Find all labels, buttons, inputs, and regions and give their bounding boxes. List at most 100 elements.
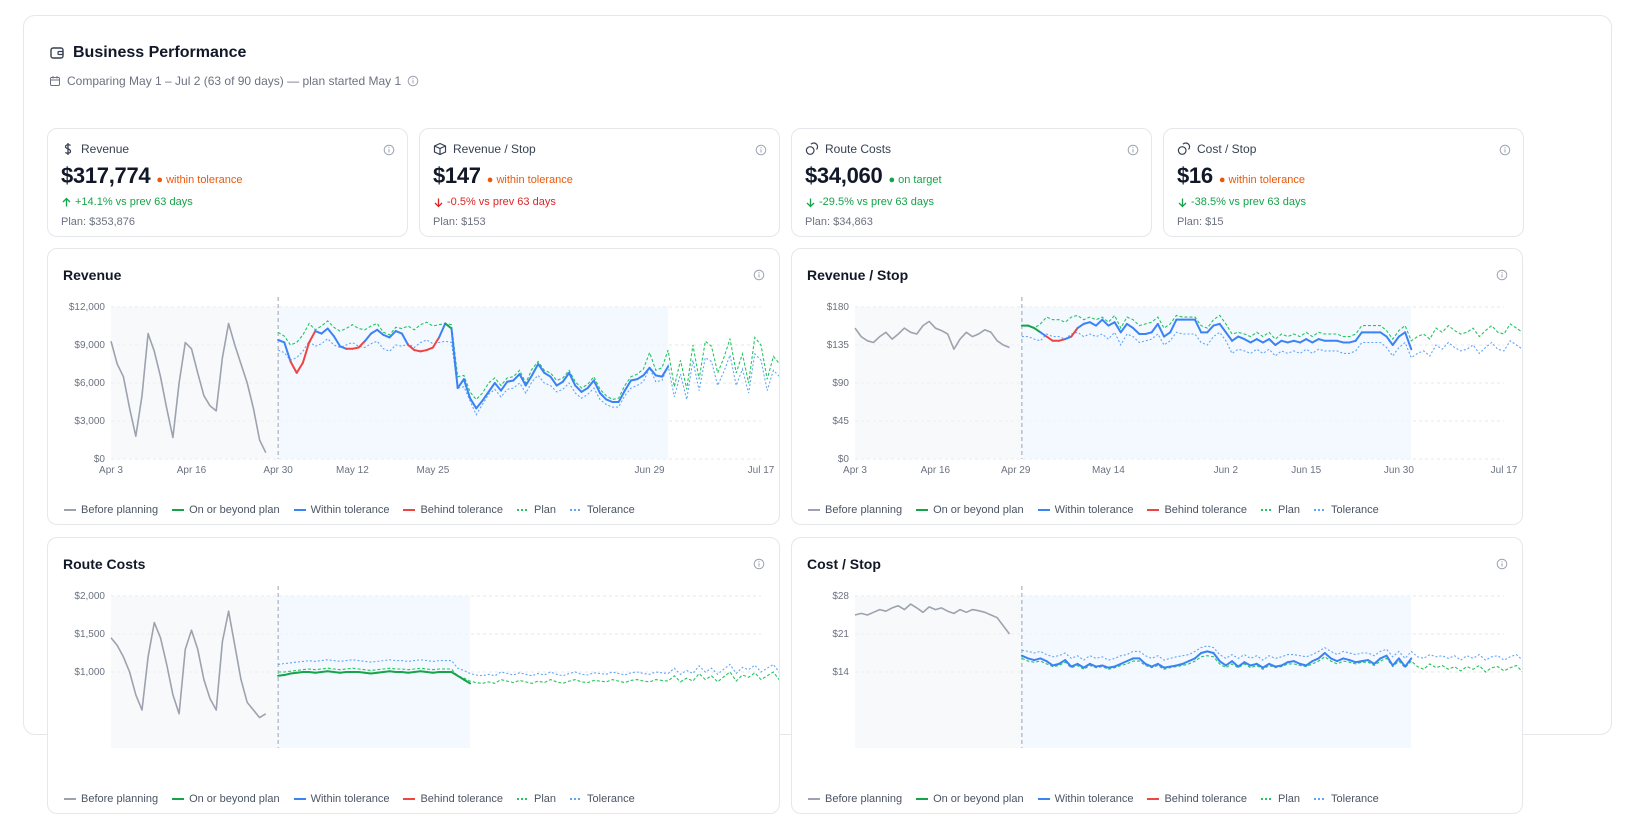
legend-item[interactable]: Plan [1261, 504, 1300, 516]
legend-item[interactable]: Behind tolerance [1147, 504, 1247, 516]
x-tick-label: May 25 [417, 465, 450, 476]
kpi-label: Revenue [81, 142, 130, 156]
x-tick-label: Apr 3 [99, 465, 123, 476]
legend-swatch [1037, 509, 1050, 511]
legend-item[interactable]: Before planning [64, 793, 158, 805]
y-tick-label: $14 [832, 667, 849, 678]
series-actual-segment [1243, 661, 1252, 667]
legend-item[interactable]: Within tolerance [293, 793, 389, 805]
series-actual-segment [623, 379, 632, 392]
calendar-icon [50, 76, 60, 86]
series-actual-segment [363, 332, 372, 343]
legend-item[interactable]: Plan [517, 793, 556, 805]
info-icon[interactable] [753, 269, 765, 281]
series-actual-segment [1088, 662, 1098, 668]
series-actual-segment [1299, 338, 1308, 344]
series-actual-segment [1391, 335, 1400, 346]
kpi-status: ● within tolerance [156, 174, 243, 186]
series-actual-segment [1354, 660, 1363, 664]
info-icon[interactable] [753, 558, 765, 570]
series-actual-segment [1255, 338, 1264, 344]
info-icon[interactable] [1499, 144, 1511, 156]
legend-item[interactable]: Tolerance [1314, 793, 1379, 805]
info-icon[interactable] [1127, 144, 1139, 156]
series-actual-segment [370, 671, 379, 675]
info-icon[interactable] [1496, 269, 1508, 281]
series-actual-segment [357, 671, 366, 674]
series-actual-segment [1070, 327, 1079, 338]
y-tick-label: $1,000 [74, 667, 105, 678]
y-tick-label: $1,500 [74, 629, 105, 640]
series-actual-segment [1064, 659, 1073, 668]
legend-item[interactable]: On or beyond plan [916, 504, 1024, 516]
info-icon[interactable] [383, 144, 395, 156]
legend-label: Behind tolerance [420, 504, 504, 516]
legend-item[interactable]: On or beyond plan [172, 504, 280, 516]
series-actual-segment [1231, 660, 1240, 668]
line-chart: $1,000 $1,500 $2,000 [74, 586, 779, 748]
series-actual-segment [1404, 657, 1413, 668]
legend-item[interactable]: Plan [517, 504, 556, 516]
series-actual-segment [431, 671, 441, 674]
series-actual-segment [1360, 659, 1370, 663]
series-actual-segment [326, 670, 335, 673]
legend-item[interactable]: Tolerance [570, 793, 635, 805]
legend-item[interactable]: Tolerance [1314, 504, 1379, 516]
series-actual-segment [1138, 657, 1147, 665]
legend-swatch [403, 509, 416, 511]
legend-item[interactable]: Behind tolerance [403, 793, 503, 805]
series-actual-segment [376, 328, 385, 336]
y-tick-label: $0 [94, 454, 106, 465]
series-actual-segment [363, 671, 372, 675]
legend-item[interactable]: Before planning [808, 793, 902, 805]
y-tick-label: $9,000 [74, 340, 105, 351]
series-actual-segment [1237, 335, 1246, 341]
legend-item[interactable]: Within tolerance [293, 504, 389, 516]
legend-label: Before planning [81, 504, 159, 516]
series-actual-segment [574, 384, 583, 393]
series-actual-segment [289, 360, 298, 374]
legend-item[interactable]: Before planning [64, 504, 158, 516]
kpi-change: -29.5% vs prev 63 days [805, 196, 934, 208]
legend-item[interactable]: Within tolerance [1037, 504, 1133, 516]
series-actual-segment [1286, 660, 1295, 664]
series-actual-segment [1076, 662, 1085, 669]
kpi-plan: Plan: $34,863 [805, 216, 873, 228]
legend-item[interactable]: Plan [1261, 793, 1300, 805]
info-icon[interactable] [407, 75, 419, 87]
legend-item[interactable]: On or beyond plan [172, 793, 280, 805]
series-actual-segment [339, 671, 348, 674]
info-icon[interactable] [1496, 558, 1508, 570]
legend-swatch [1037, 798, 1050, 800]
series-before-planning [110, 322, 267, 454]
x-tick-label: Apr 29 [1001, 465, 1031, 476]
legend-item[interactable]: Behind tolerance [403, 504, 503, 516]
wallet-icon [50, 47, 64, 59]
series-actual-segment [462, 678, 472, 685]
series-actual-segment [1088, 321, 1098, 327]
line-chart: $0 $3,000 $6,000 $9,000 $12,000 Apr 3 Apr 16 Ap… [69, 297, 779, 476]
series-actual-segment [1218, 322, 1227, 334]
before-planning-area [111, 596, 279, 748]
series-actual-segment [1156, 662, 1166, 669]
legend-item[interactable]: Within tolerance [1037, 793, 1133, 805]
series-actual-segment [1261, 338, 1271, 344]
info-icon[interactable] [755, 144, 767, 156]
before-planning-area [111, 307, 279, 459]
series-plan [1021, 655, 1522, 673]
series-actual-segment [376, 671, 385, 674]
before-planning-area [855, 307, 1022, 459]
series-actual-segment [1076, 322, 1085, 330]
series-actual-segment [1193, 318, 1203, 334]
legend-item[interactable]: On or beyond plan [916, 793, 1024, 805]
legend-label: Tolerance [587, 504, 635, 516]
legend-item[interactable]: Behind tolerance [1147, 793, 1247, 805]
series-actual-segment [295, 671, 304, 674]
series-actual-segment [419, 670, 428, 673]
series-actual-segment [1305, 338, 1314, 344]
y-tick-label: $180 [827, 302, 850, 313]
series-actual-segment [1150, 662, 1159, 668]
series-actual-segment [1299, 662, 1308, 667]
legend-item[interactable]: Before planning [808, 504, 902, 516]
legend-item[interactable]: Tolerance [570, 504, 635, 516]
